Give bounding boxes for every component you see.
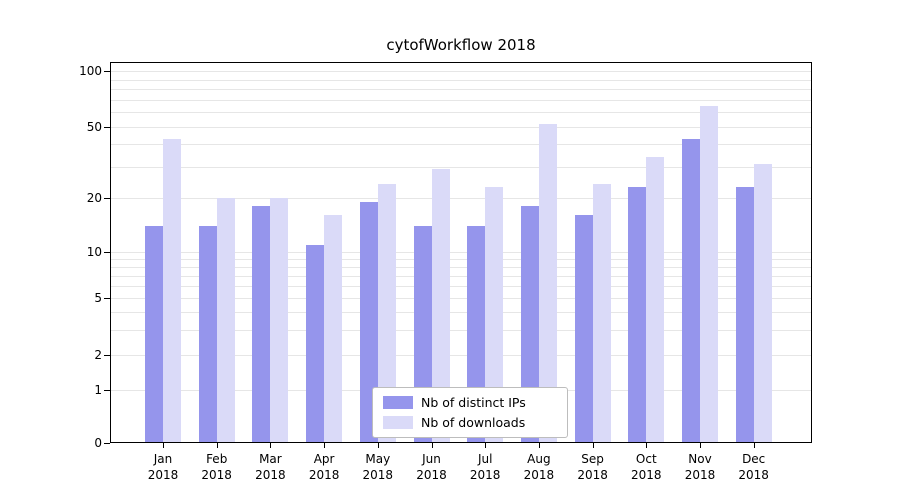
gridline bbox=[110, 144, 812, 146]
bar-downloads-jun bbox=[431, 169, 450, 442]
y-axis-tick-mark bbox=[104, 127, 110, 128]
legend-swatch-distinct-ips bbox=[383, 396, 413, 409]
gridline bbox=[110, 89, 812, 90]
x-axis-tick-mark bbox=[216, 443, 218, 448]
y-axis-tick-label: 2 bbox=[94, 348, 102, 362]
legend-item-distinct-ips: Nb of distinct IPs bbox=[383, 395, 557, 410]
y-axis-tick-mark bbox=[104, 252, 110, 253]
legend: Nb of distinct IPs Nb of downloads bbox=[372, 387, 568, 438]
x-axis-tick-mark bbox=[163, 443, 164, 448]
bar-downloads-jul bbox=[485, 187, 504, 442]
gridline bbox=[110, 79, 812, 81]
bar-distinct-ips-mar bbox=[252, 206, 271, 442]
x-axis-tick-mark bbox=[753, 443, 755, 448]
gridline bbox=[110, 198, 812, 199]
gridline bbox=[110, 311, 812, 313]
bar-downloads-dec bbox=[753, 164, 772, 442]
gridline bbox=[110, 112, 812, 114]
x-axis-tick-mark bbox=[377, 443, 379, 448]
y-axis-tick-label: 1 bbox=[94, 383, 102, 397]
bar-distinct-ips-dec bbox=[735, 187, 754, 442]
gridline bbox=[110, 285, 812, 287]
y-axis-tick-mark bbox=[104, 443, 110, 444]
y-axis-tick-label: 0 bbox=[94, 436, 102, 450]
gridline bbox=[110, 71, 812, 72]
x-axis-tick-mark bbox=[270, 443, 272, 448]
gridline bbox=[110, 127, 812, 128]
bar-downloads-feb bbox=[216, 198, 235, 442]
x-axis-tick-mark bbox=[324, 443, 326, 448]
gridline bbox=[110, 259, 812, 260]
bar-distinct-ips-sep bbox=[574, 215, 593, 442]
x-axis-tick-mark bbox=[646, 443, 648, 448]
x-axis-tick-label: Apr 2018 bbox=[308, 452, 340, 482]
y-axis-tick-mark bbox=[104, 355, 110, 356]
x-axis-tick-label: Jan 2018 bbox=[147, 452, 179, 482]
gridline bbox=[110, 99, 812, 101]
plot-area: Nb of distinct IPs Nb of downloads bbox=[110, 62, 812, 443]
bar-downloads-jan bbox=[163, 138, 181, 442]
legend-item-downloads: Nb of downloads bbox=[383, 415, 557, 430]
bar-downloads-aug bbox=[538, 123, 557, 442]
y-axis-tick-mark bbox=[104, 198, 110, 199]
gridline bbox=[110, 252, 812, 253]
x-axis-tick-label: Feb 2018 bbox=[201, 452, 232, 482]
bar-downloads-oct bbox=[646, 156, 665, 442]
x-axis-tick-mark bbox=[485, 443, 487, 448]
bar-distinct-ips-apr bbox=[306, 244, 325, 442]
bar-distinct-ips-oct bbox=[628, 187, 647, 442]
chart-title: cytofWorkflow 2018 bbox=[386, 36, 536, 54]
x-axis-tick-label: May 2018 bbox=[362, 452, 394, 482]
y-axis-tick-mark bbox=[104, 71, 110, 72]
legend-swatch-downloads bbox=[383, 416, 413, 429]
y-axis-tick-label: 5 bbox=[94, 291, 102, 305]
x-axis-tick-label: Oct 2018 bbox=[631, 452, 662, 482]
gridline bbox=[110, 266, 812, 268]
bar-downloads-sep bbox=[592, 183, 611, 442]
x-axis-tick-label: Mar 2018 bbox=[255, 452, 286, 482]
bar-downloads-may bbox=[377, 183, 396, 442]
bar-distinct-ips-feb bbox=[198, 225, 217, 442]
bar-downloads-nov bbox=[700, 105, 718, 442]
bar-downloads-apr bbox=[324, 215, 343, 442]
x-axis-tick-label: Jul 2018 bbox=[469, 452, 501, 482]
y-axis-tick-mark bbox=[104, 390, 110, 391]
x-axis-tick-mark bbox=[700, 443, 701, 448]
y-axis-tick-label: 50 bbox=[86, 120, 102, 134]
bar-distinct-ips-jan bbox=[145, 225, 163, 442]
bar-downloads-mar bbox=[270, 198, 289, 442]
gridline bbox=[110, 166, 812, 168]
y-axis-tick-mark bbox=[104, 298, 110, 299]
x-axis-tick-label: Sep 2018 bbox=[577, 452, 608, 482]
bar-distinct-ips-nov bbox=[682, 138, 700, 442]
x-axis-tick-mark bbox=[538, 443, 540, 448]
legend-label-distinct-ips: Nb of distinct IPs bbox=[421, 395, 526, 410]
x-axis-tick-label: Aug 2018 bbox=[523, 452, 555, 482]
gridline bbox=[110, 329, 812, 331]
x-axis-tick-label: Dec 2018 bbox=[738, 452, 769, 482]
x-axis-tick-label: Nov 2018 bbox=[684, 452, 716, 482]
bar-distinct-ips-aug bbox=[520, 206, 539, 442]
bar-distinct-ips-may bbox=[359, 202, 378, 442]
gridline bbox=[110, 298, 812, 299]
y-axis-tick-label: 20 bbox=[86, 191, 102, 205]
y-axis-tick-label: 100 bbox=[79, 64, 102, 78]
y-axis-tick-label: 10 bbox=[86, 245, 102, 259]
legend-label-downloads: Nb of downloads bbox=[421, 415, 526, 430]
gridline bbox=[110, 355, 812, 356]
x-axis-tick-mark bbox=[592, 443, 594, 448]
x-axis-tick-label: Jun 2018 bbox=[416, 452, 447, 482]
x-axis-tick-mark bbox=[431, 443, 433, 448]
gridline bbox=[110, 275, 812, 277]
